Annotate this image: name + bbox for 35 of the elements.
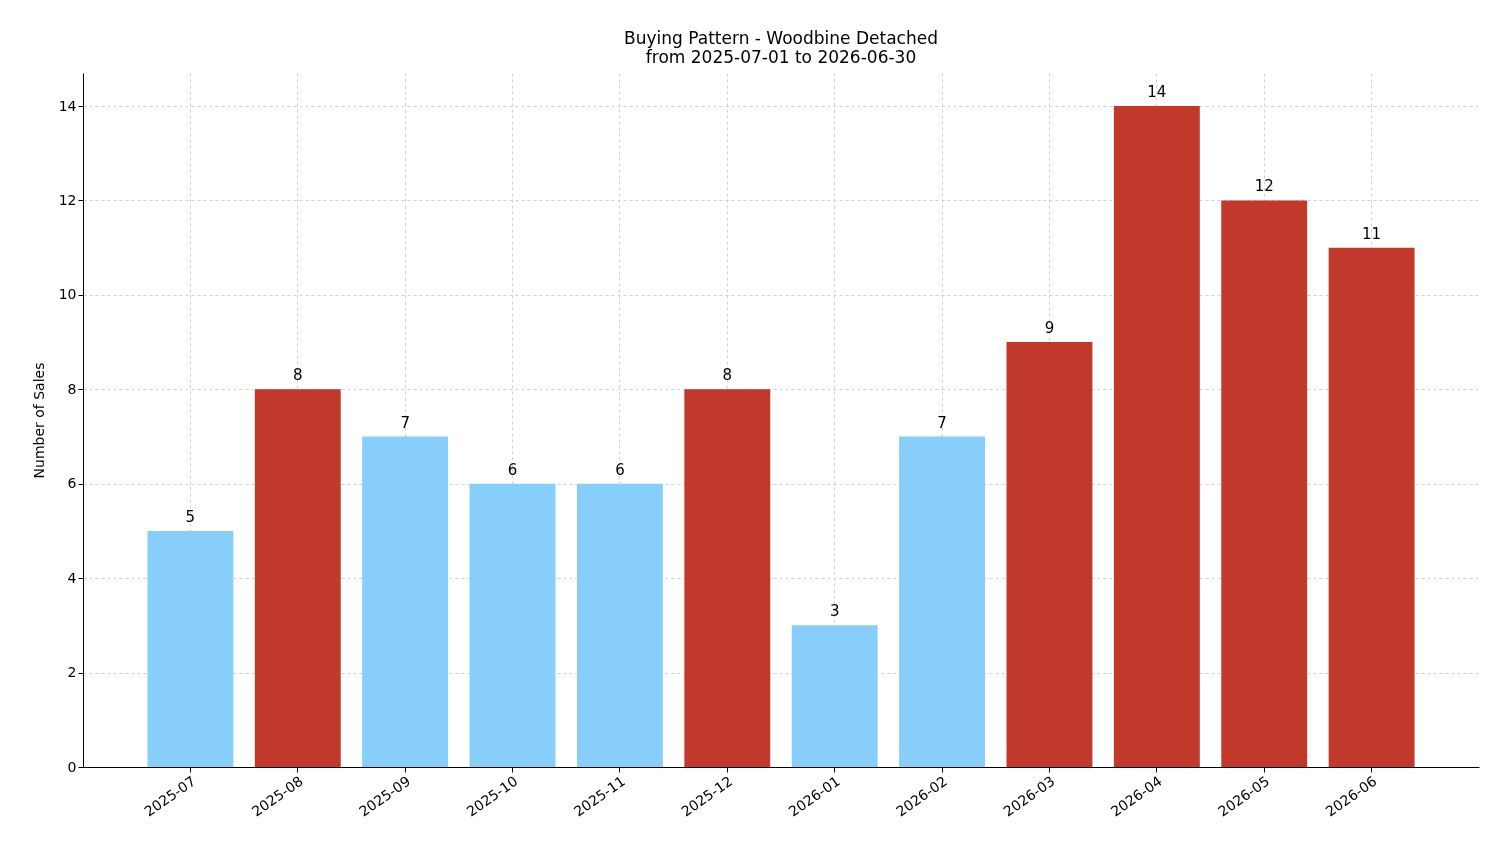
bar xyxy=(576,483,663,767)
bar xyxy=(362,436,449,767)
y-tick-label: 10 xyxy=(58,286,77,303)
bar xyxy=(684,389,771,767)
bar xyxy=(1006,342,1093,767)
y-tick-label: 4 xyxy=(67,569,77,586)
y-tick-label: 6 xyxy=(67,475,77,492)
bar xyxy=(254,389,341,767)
bar xyxy=(1221,200,1308,767)
data-label: 5 xyxy=(185,507,196,526)
data-label: 14 xyxy=(1147,83,1167,102)
y-tick-label: 2 xyxy=(67,664,77,681)
data-label: 7 xyxy=(937,413,947,432)
bar xyxy=(1113,106,1200,767)
chart-title: Buying Pattern - Woodbine Detached xyxy=(624,28,938,48)
y-tick-label: 8 xyxy=(67,380,77,397)
data-label: 11 xyxy=(1362,224,1382,243)
data-label: 12 xyxy=(1254,177,1274,196)
chart-subtitle: from 2025-07-01 to 2026-06-30 xyxy=(645,47,917,67)
y-tick-label: 12 xyxy=(58,191,77,208)
data-label: 6 xyxy=(507,460,518,479)
data-label: 9 xyxy=(1044,319,1055,338)
y-tick-label: 14 xyxy=(58,97,77,114)
bar xyxy=(899,436,986,767)
bar xyxy=(469,483,556,767)
data-label: 8 xyxy=(722,366,733,385)
data-label: 8 xyxy=(293,366,303,385)
data-label: 6 xyxy=(615,460,625,479)
data-label: 7 xyxy=(400,413,410,432)
y-tick-label: 0 xyxy=(67,758,77,775)
y-axis-title: Number of Sales xyxy=(30,362,47,479)
bar xyxy=(791,625,878,767)
data-label: 3 xyxy=(829,602,840,621)
bar xyxy=(1328,247,1415,767)
bar xyxy=(147,530,234,767)
